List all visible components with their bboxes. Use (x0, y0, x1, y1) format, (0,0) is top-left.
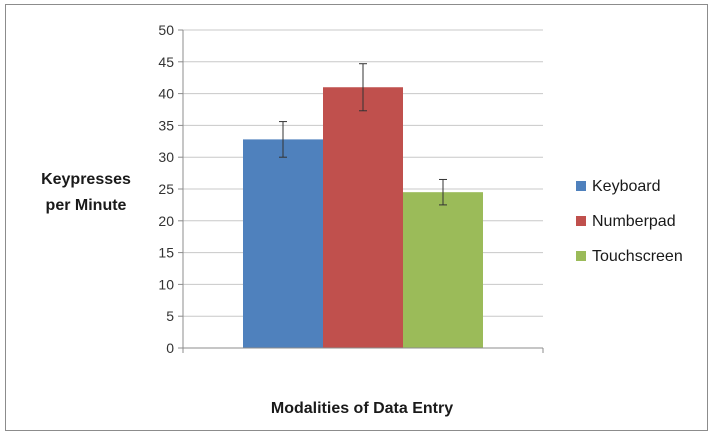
y-tick-label: 10 (158, 276, 174, 292)
y-tick-label: 15 (158, 245, 174, 261)
y-tick-label: 30 (158, 149, 174, 165)
legend-swatch-numberpad (576, 216, 586, 226)
y-axis-title-line-2: per Minute (46, 197, 127, 214)
legend-label-keyboard: Keyboard (592, 178, 661, 195)
x-axis-title: Modalities of Data Entry (271, 400, 453, 417)
y-tick-label: 35 (158, 117, 174, 133)
y-axis-ticks: 0 5 10 15 20 25 30 35 40 45 50 (158, 22, 544, 356)
y-tick-label: 45 (158, 54, 174, 70)
bar-numberpad (323, 87, 403, 349)
legend-label-numberpad: Numberpad (592, 213, 676, 230)
y-tick-label: 20 (158, 213, 174, 229)
y-tick-label: 25 (158, 181, 174, 197)
legend-swatch-touchscreen (576, 251, 586, 261)
y-tick-label: 0 (166, 340, 174, 356)
bars (243, 87, 483, 349)
y-tick-label: 50 (158, 22, 174, 38)
legend-label-touchscreen: Touchscreen (592, 248, 683, 265)
bar-touchscreen (403, 192, 483, 348)
legend-swatch-keyboard (576, 181, 586, 191)
y-tick-label: 5 (166, 308, 174, 324)
error-bars (279, 63, 447, 206)
y-axis-title-line-1: Keypresses (41, 171, 131, 188)
legend: Keyboard Numberpad Touchscreen (576, 178, 683, 265)
y-tick-label: 40 (158, 86, 174, 102)
bar-keyboard (243, 139, 323, 348)
